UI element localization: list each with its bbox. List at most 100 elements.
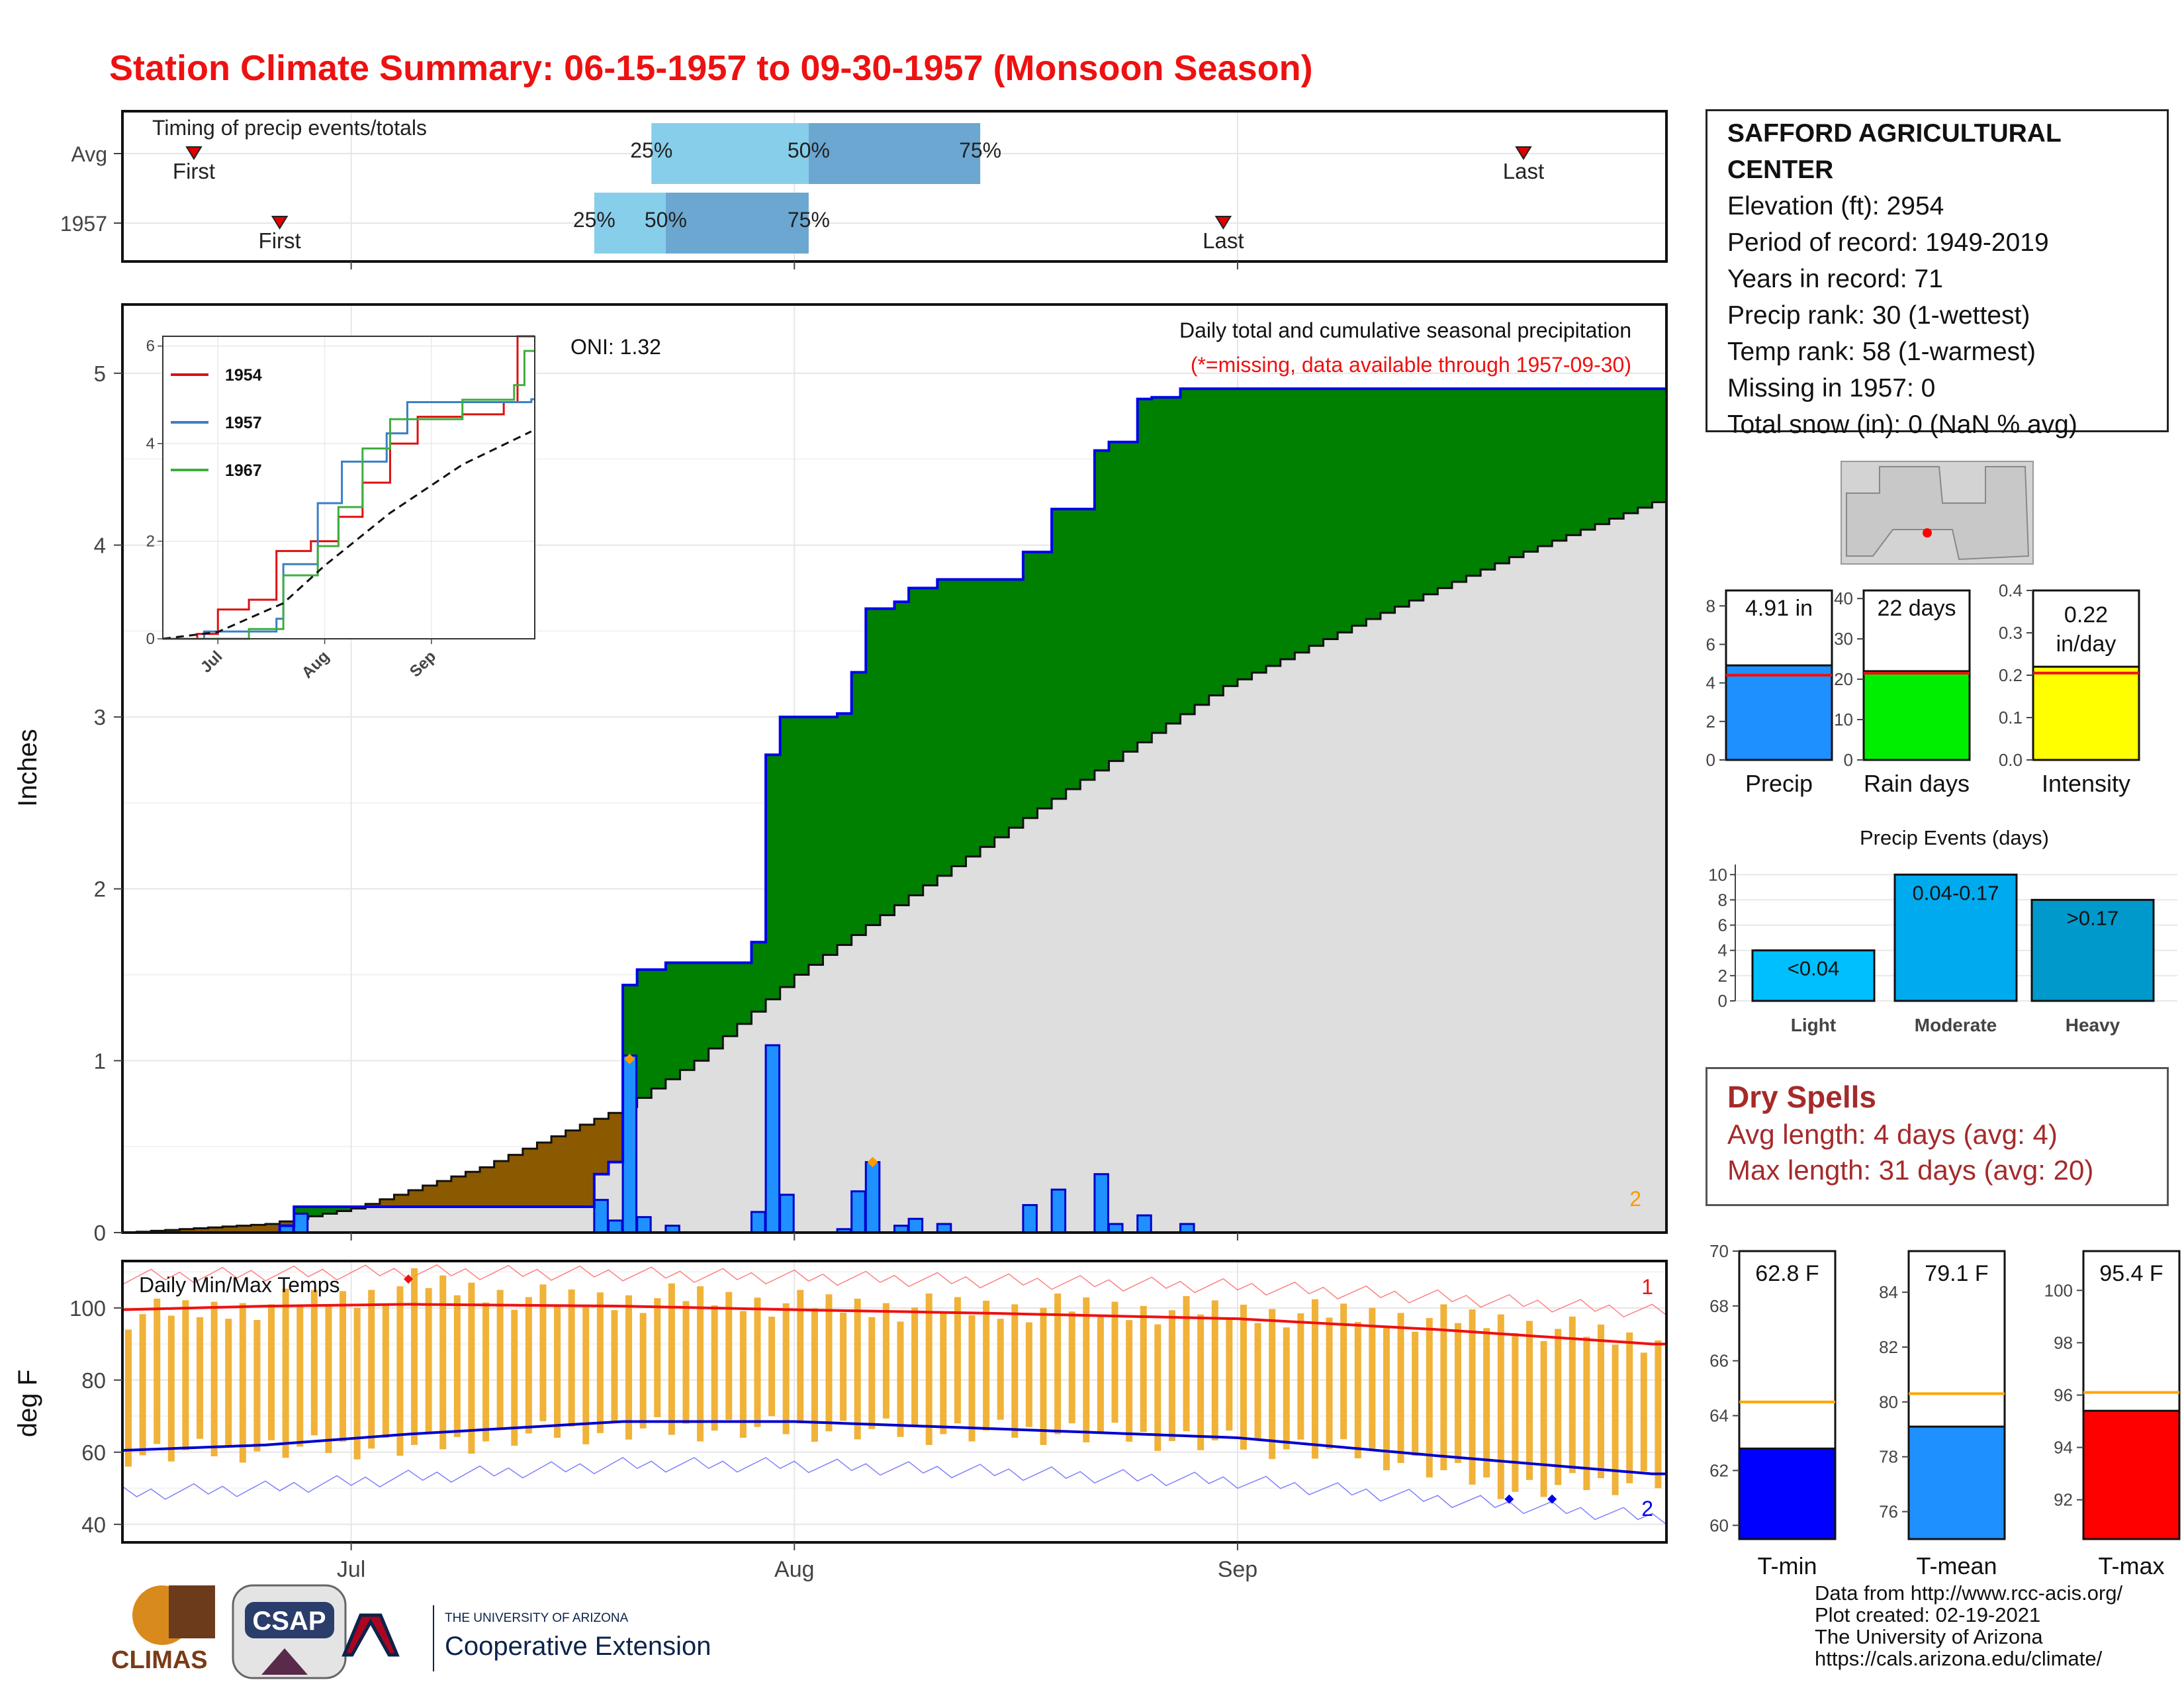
daily-temp-bar xyxy=(868,1317,876,1429)
daily-temp-bar xyxy=(654,1298,661,1417)
below-average-area xyxy=(265,1224,281,1233)
above-average-area xyxy=(708,962,723,1049)
daily-temp-bar xyxy=(911,1307,919,1427)
average-cumulative-area xyxy=(122,502,1666,1233)
inset-average-line xyxy=(162,430,532,640)
daily-temp-bar xyxy=(125,1329,132,1467)
daily-temp-bar xyxy=(1254,1323,1261,1440)
below-average-area xyxy=(480,1167,495,1207)
daily-temp-bar xyxy=(310,1289,318,1436)
daily-precip-bar xyxy=(607,1219,623,1234)
inset-ytick-label: 0 xyxy=(146,630,155,648)
timing-first-label: First xyxy=(259,228,301,253)
daily-temp-bar xyxy=(239,1303,246,1463)
precip-event-bar-label: <0.04 xyxy=(1788,957,1839,980)
above-average-area xyxy=(337,1207,352,1211)
daily-temp-bar xyxy=(1326,1317,1333,1449)
precip-panel: Daily total and cumulative seasonal prec… xyxy=(13,303,1668,1245)
timing-p75-label: 75% xyxy=(788,208,830,232)
daily-temp-bar xyxy=(1640,1352,1647,1472)
summary-ytick-label: 20 xyxy=(1834,669,1853,689)
below-average-area xyxy=(194,1228,209,1233)
above-average-area xyxy=(308,1207,324,1217)
station-precip-rank: Precip rank: 30 (1-wettest) xyxy=(1727,301,2030,330)
inset-ytick-label: 2 xyxy=(146,533,155,551)
above-average-area xyxy=(1523,389,1539,552)
average-min-temp-line xyxy=(122,1420,1666,1476)
precip-events-title: Precip Events (days) xyxy=(1860,826,2049,849)
summary-ytick-label: 0 xyxy=(1844,750,1853,770)
above-average-area xyxy=(1023,551,1038,818)
daily-temp-bar xyxy=(1612,1344,1619,1495)
locator-map-states xyxy=(1846,466,2030,561)
above-average-area xyxy=(808,717,824,965)
above-average-area xyxy=(1394,389,1410,607)
temp-summary-ytick-label: 78 xyxy=(1879,1447,1898,1467)
credit-data-source: Data from http://www.rcc-acis.org/ xyxy=(1815,1581,2123,1605)
above-average-area xyxy=(1351,389,1367,626)
climas-logo-text: CLIMAS xyxy=(111,1646,208,1674)
above-average-area xyxy=(1609,389,1624,519)
above-average-area xyxy=(1052,508,1067,799)
cumulative-1957-line xyxy=(122,387,1666,1234)
daily-precip-bar xyxy=(621,1055,638,1234)
temp-summary-bar xyxy=(1907,1425,2006,1540)
daily-temp-bar xyxy=(611,1310,618,1423)
timing-row-label: 1957 xyxy=(60,212,107,236)
record-high-marker xyxy=(404,1274,414,1284)
temp-summary-ytick-label: 70 xyxy=(1709,1241,1729,1261)
daily-temp-bar xyxy=(154,1298,161,1444)
above-average-area xyxy=(737,962,752,1024)
missing-data-marker xyxy=(624,1053,635,1064)
daily-temp-bar xyxy=(1168,1310,1175,1441)
timing-p75-label: 75% xyxy=(959,138,1001,162)
above-average-area xyxy=(322,1207,338,1214)
daily-temp-bar xyxy=(668,1283,675,1435)
above-average-area xyxy=(1480,389,1496,570)
below-average-area xyxy=(379,1199,395,1207)
temp-summary-ytick-label: 96 xyxy=(2054,1385,2073,1405)
temp-summary-value: 62.8 F xyxy=(1755,1261,1819,1286)
timing-p50-label: 50% xyxy=(645,208,687,232)
temp-summary-value: 95.4 F xyxy=(2099,1261,2163,1286)
precip-events-ytick-label: 10 xyxy=(1708,865,1727,884)
above-average-area xyxy=(1165,397,1181,724)
temp-summary-ytick-label: 76 xyxy=(1879,1502,1898,1522)
timing-last-label: Last xyxy=(1503,159,1544,183)
above-average-area xyxy=(1308,389,1324,646)
daily-temp-bar xyxy=(325,1307,332,1453)
daily-temp-bar xyxy=(1011,1304,1019,1438)
daily-temp-bar xyxy=(1068,1311,1075,1424)
temp-ytick-label: 60 xyxy=(81,1440,106,1465)
precip-annotation-missing: (*=missing, data available through 1957-… xyxy=(1191,353,1631,377)
timing-row-label: Avg xyxy=(71,142,107,166)
above-average-area xyxy=(909,588,924,896)
precip-events-ytick-label: 8 xyxy=(1718,890,1727,910)
summary-ytick-label: 0.1 xyxy=(1999,708,2023,727)
daily-temp-bar xyxy=(396,1286,404,1456)
precip-frame xyxy=(121,303,1668,1234)
daily-temp-bar xyxy=(568,1289,575,1427)
summary-ytick-label: 4 xyxy=(1706,673,1715,693)
daily-precip-bar xyxy=(864,1161,881,1234)
daily-temp-bar xyxy=(496,1289,504,1429)
summary-ytick-label: 40 xyxy=(1834,588,1853,608)
daily-temp-bar xyxy=(368,1289,375,1449)
daily-temp-bar xyxy=(382,1304,389,1438)
daily-temp-bar xyxy=(268,1304,275,1440)
timing-25-50-bar xyxy=(594,193,666,254)
temp-xtick-label: Sep xyxy=(1218,1557,1258,1582)
above-average-area xyxy=(1195,389,1210,705)
temp-summary-bar xyxy=(1738,1447,1837,1540)
precip-event-bar xyxy=(1893,873,2018,1002)
above-average-area xyxy=(1338,389,1353,633)
credit-university: The University of Arizona xyxy=(1815,1625,2043,1648)
daily-temp-bar xyxy=(1297,1313,1304,1440)
daily-temp-bar xyxy=(1354,1322,1361,1459)
above-average-area xyxy=(651,969,666,1089)
daily-temp-bar xyxy=(1183,1296,1190,1432)
daily-temp-bar xyxy=(739,1311,747,1438)
below-average-area xyxy=(208,1227,223,1233)
precip-event-bar xyxy=(1751,949,1876,1002)
below-average-area xyxy=(365,1203,381,1207)
